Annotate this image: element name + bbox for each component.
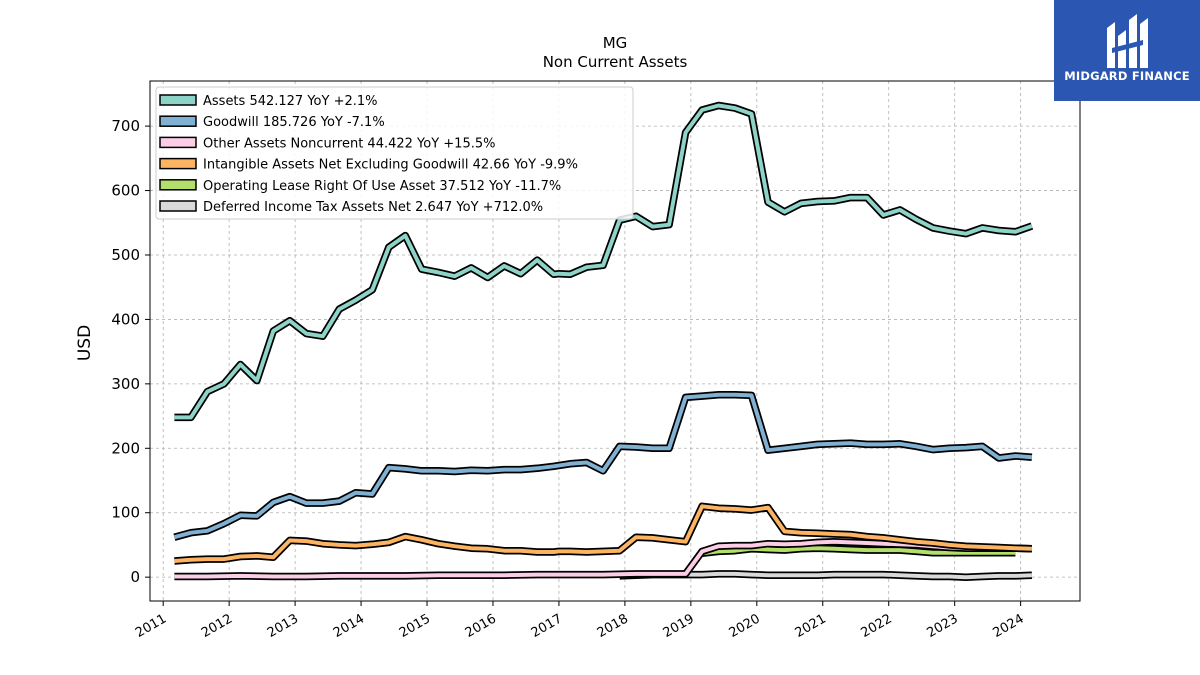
legend-swatch (159, 94, 197, 106)
series-line-outline (174, 537, 1033, 581)
x-tick-label: 2020 (727, 611, 763, 641)
legend-swatch (159, 179, 197, 191)
y-tick-label: 500 (111, 246, 140, 264)
legend-swatch (159, 200, 197, 212)
series-layer (173, 101, 1034, 581)
legend-swatch (159, 157, 197, 170)
x-tick-label: 2022 (859, 611, 895, 641)
y-tick-label: 200 (111, 439, 140, 457)
legend-swatch (159, 136, 197, 149)
legend-label: Other Assets Noncurrent 44.422 YoY +15.5… (203, 136, 495, 151)
y-tick-label: 600 (111, 182, 140, 200)
y-axis-label: USD (75, 325, 95, 361)
x-tick-label: 2012 (199, 611, 235, 641)
brand-name: MIDGARD FINANCE (1064, 69, 1190, 83)
x-tick-label: 2021 (793, 611, 829, 641)
x-tick-label: 2015 (397, 611, 433, 641)
legend-label: Assets 542.127 YoY +2.1% (203, 94, 378, 109)
y-tick-label: 100 (111, 504, 140, 522)
series-line (174, 504, 1032, 563)
legend-frame (155, 86, 634, 220)
legend-swatch (159, 115, 197, 127)
x-tick-label: 2013 (265, 611, 301, 641)
x-tick-label: 2017 (529, 611, 565, 641)
series-line-outline (173, 391, 1033, 541)
x-tick-label: 2023 (925, 611, 961, 641)
x-tick-label: 2024 (990, 611, 1026, 641)
chart-subtitle: Non Current Assets (543, 53, 688, 71)
legend: Assets 542.127 YoY +2.1% Goodwill 185.726… (155, 86, 634, 220)
y-tick-label: 300 (111, 375, 140, 393)
plot-frame (149, 80, 1081, 602)
legend-label: Intangible Assets Net Excluding Goodwill… (203, 158, 578, 173)
y-tick-label: 0 (130, 568, 140, 586)
legend-label: Operating Lease Right Of Use Asset 37.51… (203, 179, 561, 194)
chart-title: MG (603, 34, 628, 52)
x-tick-label: 2014 (331, 611, 367, 641)
y-tick-label: 400 (111, 310, 140, 328)
x-tick-label: 2011 (133, 611, 169, 641)
x-tick-label: 2016 (463, 611, 499, 641)
y-tick-label: 700 (111, 117, 140, 135)
legend-label: Goodwill 185.726 YoY -7.1% (203, 115, 385, 130)
midgard-logo-icon (1107, 14, 1148, 68)
series-line (174, 103, 1033, 420)
x-tick-label: 2018 (595, 611, 631, 641)
brand-logo: MIDGARD FINANCE (1054, 0, 1200, 101)
series-line (173, 392, 1033, 540)
x-tick-label: 2019 (661, 611, 697, 641)
legend-label: Deferred Income Tax Assets Net 2.647 YoY… (203, 200, 543, 215)
